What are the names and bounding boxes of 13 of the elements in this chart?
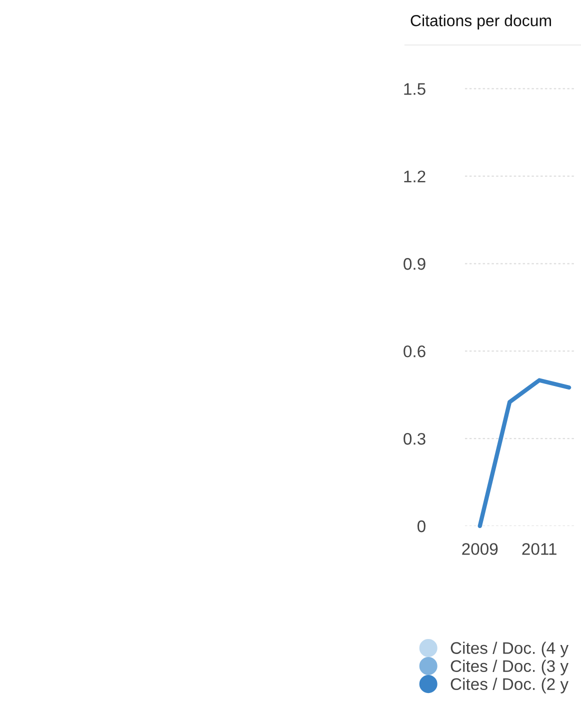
y-tick-label: 0.3: [404, 432, 426, 445]
legend-label: Cites / Doc. (3 y: [450, 660, 569, 676]
y-tick-label: 0.6: [404, 345, 426, 358]
x-tick-label: 2009: [462, 543, 498, 555]
chart-title: Citations per docum: [410, 14, 551, 30]
legend-label: Cites / Doc. (2 y: [450, 678, 569, 694]
y-tick-label: 0.9: [404, 258, 426, 270]
y-tick-label: 1.5: [404, 83, 426, 95]
line-series: [478, 378, 572, 528]
legend-label: Cites / Doc. (4 y: [450, 642, 569, 658]
y-tick-label: 1.2: [404, 170, 426, 182]
y-tick-label: 0: [417, 520, 426, 532]
x-tick-label: 2011: [522, 543, 556, 555]
